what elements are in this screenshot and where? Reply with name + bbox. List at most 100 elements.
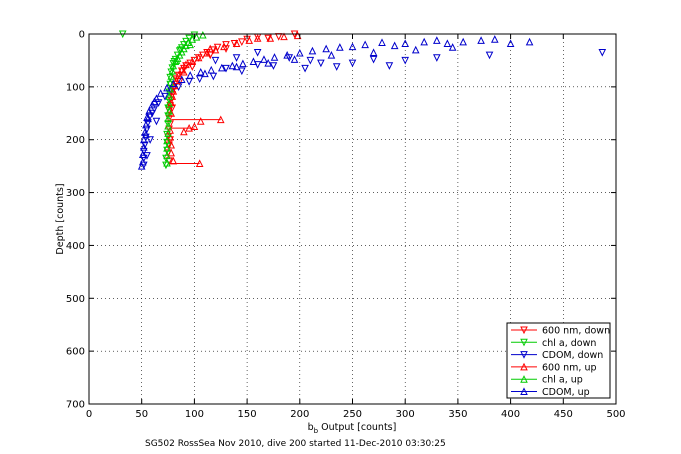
data-point <box>238 67 246 76</box>
data-point <box>174 71 183 79</box>
data-point <box>139 135 148 144</box>
data-point <box>163 83 171 92</box>
data-point <box>190 122 199 130</box>
data-point <box>378 38 386 46</box>
data-point <box>411 45 420 54</box>
data-point <box>525 37 534 46</box>
data-point <box>283 51 291 59</box>
data-point <box>266 34 275 42</box>
data-point <box>148 109 157 118</box>
data-point <box>217 63 226 72</box>
data-point <box>152 117 161 126</box>
y-tick-labels: 0 100 200 300 400 500 600 700 <box>66 30 85 411</box>
data-point <box>145 107 153 115</box>
data-point <box>167 109 176 117</box>
legend-marker <box>520 387 528 395</box>
data-point <box>390 41 399 50</box>
legend-label: 600 nm, down <box>542 326 610 337</box>
data-point <box>216 115 225 124</box>
data-point <box>295 48 304 57</box>
data-point <box>199 30 207 39</box>
data-point <box>293 31 302 40</box>
y-axis-label: Depth [counts] <box>55 183 66 254</box>
data-point <box>143 152 151 160</box>
data-point <box>163 158 171 167</box>
legend-label: CDOM, down <box>542 350 603 361</box>
x-axis-label: bb Output [counts] <box>308 422 397 435</box>
data-point <box>188 35 197 43</box>
data-point <box>142 120 150 129</box>
data-point <box>385 62 394 70</box>
data-point <box>180 44 188 53</box>
data-point <box>194 53 203 62</box>
data-point <box>139 154 148 163</box>
data-point <box>239 59 247 68</box>
x-tick-label: 250 <box>343 409 362 420</box>
legend-marker <box>520 326 528 335</box>
x-tick-label: 450 <box>554 409 573 420</box>
legend-label: chl a, down <box>542 338 596 349</box>
data-point <box>150 97 159 106</box>
data-point <box>232 62 241 71</box>
data-point <box>172 76 181 85</box>
data-point <box>264 34 272 43</box>
data-point <box>290 55 299 63</box>
data-point <box>270 53 279 61</box>
x-tick-label: 0 <box>86 409 92 420</box>
data-point <box>253 49 262 57</box>
data-point <box>348 59 357 68</box>
data-point <box>143 125 151 134</box>
data-point <box>369 55 378 64</box>
data-point <box>169 86 178 95</box>
data-point <box>269 62 278 70</box>
y-tick-label: 700 <box>66 400 85 411</box>
data-point <box>195 159 204 167</box>
data-point <box>188 63 197 71</box>
data-point <box>163 144 171 152</box>
data-point <box>264 58 272 67</box>
legend-label: chl a, up <box>542 375 583 386</box>
data-point <box>182 60 190 69</box>
y-tick-label: 300 <box>66 188 85 199</box>
data-point <box>142 130 150 138</box>
data-point <box>253 34 262 42</box>
data-point <box>196 67 205 76</box>
data-point <box>306 56 315 65</box>
data-point <box>230 40 239 48</box>
data-point <box>369 48 378 56</box>
axis-ticks <box>88 33 617 405</box>
data-point <box>308 46 317 55</box>
data-point <box>166 126 174 134</box>
legend-box <box>506 322 611 399</box>
data-point <box>401 39 410 48</box>
data-point <box>185 123 193 132</box>
data-point <box>220 42 228 51</box>
series-5 <box>137 35 534 170</box>
data-point <box>222 45 230 53</box>
data-point <box>164 114 172 123</box>
data-point <box>238 38 246 47</box>
data-point <box>146 136 154 144</box>
data-point <box>192 33 201 41</box>
data-point <box>249 57 258 65</box>
data-point <box>490 35 499 43</box>
data-point <box>459 37 467 46</box>
data-point <box>138 150 147 159</box>
data-point <box>332 63 341 71</box>
data-point <box>448 43 457 51</box>
data-point <box>322 44 330 53</box>
data-point <box>167 140 176 149</box>
data-point <box>188 57 197 65</box>
data-point <box>420 37 428 46</box>
data-point <box>137 162 146 170</box>
y-tick-label: 100 <box>66 82 85 93</box>
data-point <box>232 39 241 48</box>
data-point <box>222 64 230 73</box>
data-point <box>163 146 171 155</box>
data-point <box>401 56 410 65</box>
data-point <box>167 72 176 80</box>
data-point <box>211 56 220 65</box>
data-point <box>139 142 148 151</box>
data-point <box>443 39 452 48</box>
